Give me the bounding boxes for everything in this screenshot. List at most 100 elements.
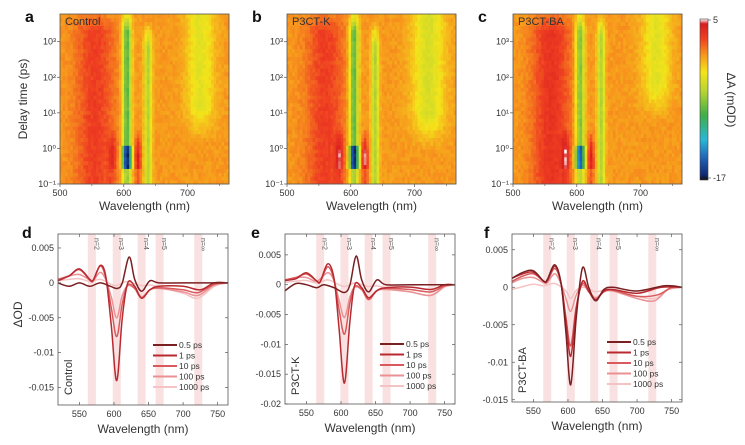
heatmap-cell <box>343 102 347 108</box>
heatmap-cell <box>182 118 186 123</box>
heatmap-cell <box>292 79 296 84</box>
heatmap-cell <box>348 156 352 162</box>
heatmap-cell <box>294 91 298 96</box>
heatmap-cell <box>208 64 212 69</box>
heatmap-cell <box>193 25 197 30</box>
heatmap-cell <box>351 160 354 166</box>
heatmap-cell <box>177 33 181 38</box>
heatmap-cell <box>294 133 298 139</box>
heatmap-cell <box>106 52 110 57</box>
heatmap-cell <box>221 99 225 104</box>
heatmap-cell <box>317 164 321 169</box>
heatmap-cell <box>374 153 378 158</box>
heatmap-cell <box>218 41 222 46</box>
heatmap-cell <box>67 160 71 166</box>
heatmap-cell <box>422 153 426 158</box>
heatmap-cell <box>147 60 151 65</box>
heatmap-cell <box>404 153 408 158</box>
heatmap-cell <box>83 75 87 81</box>
heatmap-cell <box>193 52 197 57</box>
heatmap-cell <box>221 87 225 92</box>
heatmap-cell <box>363 141 367 146</box>
heatmap-cell <box>170 14 174 19</box>
heatmap-cell <box>317 110 321 115</box>
heatmap-cell <box>131 180 135 185</box>
heatmap-cell <box>177 164 181 169</box>
heatmap-cell <box>374 110 378 115</box>
heatmap-cell <box>85 149 89 154</box>
heatmap-cell <box>218 60 222 65</box>
heatmap-cell <box>368 68 372 73</box>
heatmap-cell <box>190 172 194 177</box>
heatmap-cell <box>75 110 79 115</box>
heatmap-cell <box>399 153 403 158</box>
heatmap-cell <box>302 160 306 166</box>
heatmap-cell <box>330 83 334 88</box>
heatmap-cell <box>427 153 431 158</box>
heatmap-cell <box>62 149 66 154</box>
heatmap-cell <box>198 64 202 69</box>
heatmap-cell <box>167 133 171 139</box>
heatmap-cell <box>453 122 457 127</box>
heatmap-cell <box>103 52 107 57</box>
heatmap-cell <box>386 122 390 127</box>
heatmap-cell <box>62 64 66 69</box>
heatmap-cell <box>356 149 360 154</box>
heatmap-cell <box>330 79 334 84</box>
heatmap-cell <box>108 14 112 19</box>
heatmap-cell <box>420 176 424 181</box>
heatmap-cell <box>216 87 220 92</box>
heatmap-cell <box>180 83 184 88</box>
heatmap-cell <box>211 56 215 61</box>
heatmap-cell <box>297 137 301 142</box>
heatmap-cell <box>409 114 413 119</box>
heatmap-cell <box>307 114 311 119</box>
heatmap-cell <box>170 164 174 169</box>
heatmap-cell <box>397 118 401 123</box>
heatmap-cell <box>338 79 342 84</box>
heatmap-cell <box>95 14 99 19</box>
heatmap-cell <box>162 87 166 92</box>
heatmap-cell <box>203 79 207 84</box>
heatmap-cell <box>85 64 89 69</box>
heatmap-cell <box>98 133 102 139</box>
heatmap-cell <box>213 17 217 23</box>
heatmap-cell <box>136 48 140 54</box>
heatmap-cell <box>121 176 125 181</box>
heatmap-cell <box>435 68 439 73</box>
heatmap-cell <box>407 83 411 88</box>
heatmap-cell <box>172 102 176 108</box>
heatmap-cell <box>356 106 360 111</box>
heatmap-cell <box>312 60 316 65</box>
heatmap-cell <box>124 25 127 30</box>
heatmap-cell <box>75 91 79 96</box>
heatmap-cell <box>182 110 186 115</box>
heatmap-cell <box>159 102 163 108</box>
heatmap-cell <box>80 17 84 23</box>
heatmap-cell <box>391 168 395 173</box>
heatmap-cell <box>299 64 303 69</box>
heatmap-cell <box>292 160 296 166</box>
heatmap-cell <box>152 75 156 81</box>
heatmap-cell <box>394 122 398 127</box>
heatmap-cell <box>315 87 319 92</box>
heatmap-cell <box>432 110 436 115</box>
heatmap-cell <box>335 106 339 111</box>
heatmap-cell <box>438 79 442 84</box>
heatmap-cell <box>389 145 393 150</box>
heatmap-cell <box>193 75 197 81</box>
heatmap-cell <box>154 114 158 119</box>
heatmap-cell <box>371 137 375 142</box>
heatmap-cell <box>67 110 71 115</box>
heatmap-cell <box>351 83 354 88</box>
heatmap-cell <box>297 160 301 166</box>
heatmap-cell <box>167 160 171 166</box>
heatmap-cell <box>226 153 230 158</box>
heatmap-cell <box>340 160 344 166</box>
heatmap-cell <box>152 41 156 46</box>
heatmap-cell <box>152 160 156 166</box>
heatmap-cell <box>136 21 140 26</box>
heatmap-cell <box>118 60 122 65</box>
heatmap-cell <box>386 126 390 131</box>
heatmap-cell <box>223 122 227 127</box>
